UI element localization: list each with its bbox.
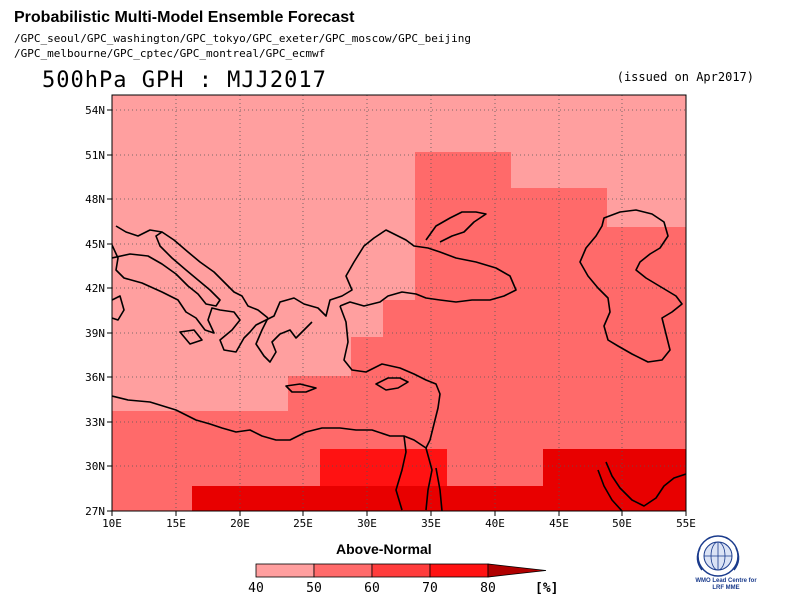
- chart-title: Probabilistic Multi-Model Ensemble Forec…: [14, 9, 355, 26]
- colorbar-swatch-70-80: [429, 563, 489, 578]
- coast-crimea: [425, 211, 487, 243]
- y-tick-labels: 27N 30N 33N 36N 39N 42N 45N 48N 51N 54N: [85, 104, 105, 518]
- x-tick-label: 40E: [485, 517, 505, 530]
- coast-gulf-west: [597, 469, 623, 511]
- x-tick-label: 35E: [421, 517, 441, 530]
- y-tick-label: 45N: [85, 238, 105, 251]
- colorbar-label: 50: [306, 581, 322, 596]
- shade-70-80: [320, 449, 447, 486]
- colorbar-label: 40: [248, 581, 264, 596]
- model-list-line-1: /GPC_seoul/GPC_washington/GPC_tokyo/GPC_…: [14, 32, 471, 45]
- y-tick-label: 36N: [85, 371, 105, 384]
- colorbar-unit: [%]: [535, 581, 558, 596]
- variable-title: 500hPa GPH : MJJ2017: [42, 68, 327, 93]
- x-tick-label: 25E: [293, 517, 313, 530]
- map-frame: [111, 94, 687, 512]
- coast-gulf-aqaba: [435, 467, 443, 511]
- x-tick-label: 55E: [676, 517, 696, 530]
- colorbar-title: Above-Normal: [336, 541, 432, 557]
- coast-sardinia: [112, 295, 125, 321]
- colorbar-swatch-40-50: [255, 563, 315, 578]
- colorbar-label: 60: [364, 581, 380, 596]
- y-tick-label: 51N: [85, 149, 105, 162]
- coast-persian-gulf: [605, 461, 686, 507]
- colorbar-label: 80: [480, 581, 496, 596]
- y-tick-label: 42N: [85, 282, 105, 295]
- y-tick-label: 48N: [85, 193, 105, 206]
- x-tick-label: 45E: [549, 517, 569, 530]
- coast-crete: [285, 383, 317, 393]
- y-axis: [107, 109, 112, 512]
- model-list-line-2: /GPC_melbourne/GPC_cptec/GPC_montreal/GP…: [14, 47, 326, 60]
- coast-caspian: [579, 209, 683, 363]
- x-axis: [111, 511, 687, 516]
- issued-date: (issued on Apr2017): [616, 70, 754, 84]
- coast-sinai-east: [425, 447, 433, 511]
- wmo-logo-icon: [696, 535, 740, 577]
- coast-greece: [255, 317, 313, 363]
- y-tick-label: 33N: [85, 416, 105, 429]
- y-tick-label: 30N: [85, 460, 105, 473]
- y-tick-label: 54N: [85, 104, 105, 117]
- x-tick-label: 10E: [102, 517, 122, 530]
- shade-50-60: [112, 152, 686, 511]
- logo-line-2: LRF MME: [712, 585, 740, 591]
- shade-above-80: [192, 449, 686, 511]
- colorbar-swatch-above-80: [487, 563, 547, 578]
- y-tick-label: 39N: [85, 327, 105, 340]
- coast-balkans: [161, 231, 269, 319]
- coast-sinai: [395, 435, 407, 511]
- y-tick-label: 27N: [85, 505, 105, 518]
- probability-shading: [112, 95, 686, 511]
- coast-turkey-levant: [339, 305, 441, 449]
- coast-europe: [112, 229, 517, 353]
- x-tick-label: 15E: [166, 517, 186, 530]
- wmo-logo: WMO Lead Centre for LRF MME: [688, 578, 764, 592]
- x-tick-label: 50E: [612, 517, 632, 530]
- x-tick-label: 30E: [357, 517, 377, 530]
- colorbar-label: 70: [422, 581, 438, 596]
- logo-line-1: WMO Lead Centre for: [695, 578, 757, 584]
- colorbar-swatch-60-70: [371, 563, 431, 578]
- x-tick-labels: 10E 15E 20E 25E 30E 35E 40E 45E 50E 55E: [102, 517, 696, 530]
- model-list: /GPC_seoul/GPC_washington/GPC_tokyo/GPC_…: [14, 31, 471, 61]
- coast-italy: [112, 225, 221, 307]
- coast-cyprus: [375, 377, 409, 391]
- coastlines: [112, 209, 686, 511]
- x-tick-label: 20E: [230, 517, 250, 530]
- coast-sicily: [179, 329, 203, 345]
- colorbar: 40 50 60 70 80 [%]: [248, 563, 558, 596]
- colorbar-swatch-50-60: [313, 563, 373, 578]
- coast-africa: [112, 395, 427, 449]
